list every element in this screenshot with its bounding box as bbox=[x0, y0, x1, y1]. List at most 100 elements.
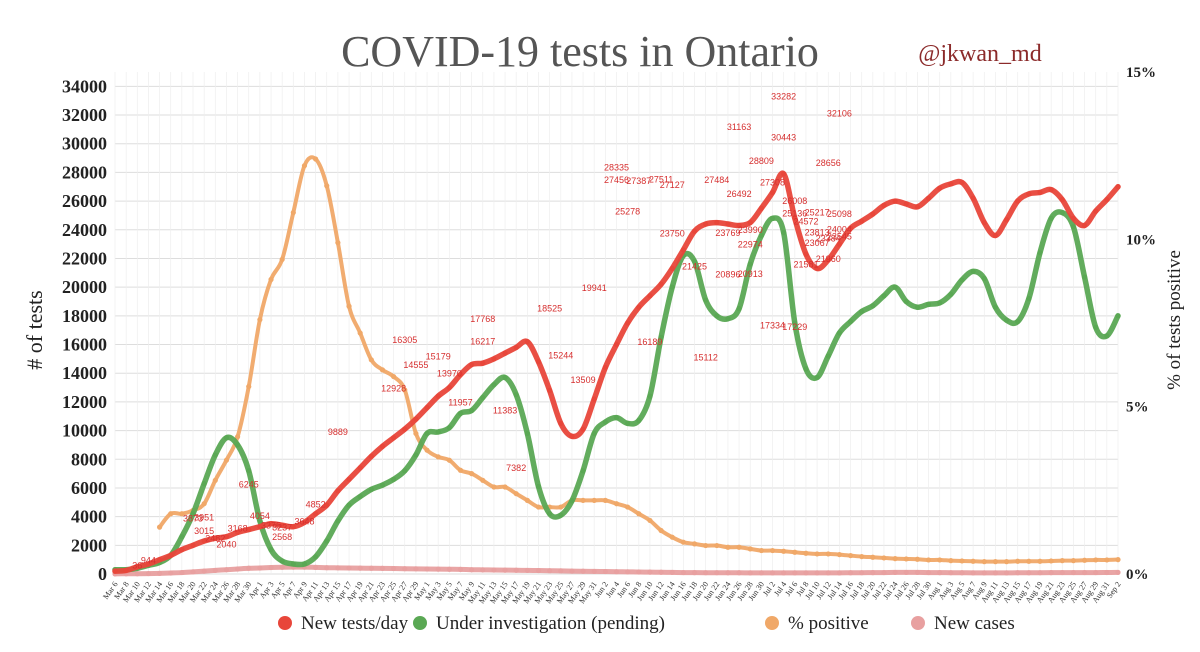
data-point bbox=[457, 566, 464, 573]
data-point bbox=[1048, 187, 1054, 193]
legend: New tests/day Under investigation (pendin… bbox=[278, 613, 1015, 634]
data-point bbox=[580, 426, 586, 432]
data-label: 24572 bbox=[793, 217, 818, 227]
data-label: 3648 bbox=[294, 517, 314, 527]
data-point bbox=[368, 565, 374, 571]
data-point bbox=[591, 396, 597, 402]
data-point bbox=[1015, 318, 1021, 325]
data-point bbox=[391, 435, 397, 441]
data-label: 11383 bbox=[493, 406, 517, 416]
data-point bbox=[636, 304, 642, 310]
data-point bbox=[602, 568, 608, 575]
y-tick-label: 20000 bbox=[62, 277, 107, 297]
data-point bbox=[1003, 570, 1010, 576]
data-point bbox=[324, 538, 330, 544]
data-point bbox=[246, 526, 252, 533]
data-point bbox=[714, 220, 720, 226]
data-point bbox=[469, 567, 475, 573]
data-point bbox=[803, 550, 809, 556]
data-point bbox=[1115, 569, 1121, 576]
data-point bbox=[346, 502, 352, 508]
data-point bbox=[903, 201, 909, 207]
data-point bbox=[1070, 215, 1077, 221]
data-point bbox=[402, 468, 408, 474]
data-point bbox=[792, 320, 798, 326]
data-label: 20896 bbox=[715, 269, 740, 279]
data-point bbox=[703, 542, 709, 549]
data-point bbox=[781, 570, 787, 576]
data-point bbox=[290, 524, 296, 530]
data-point bbox=[970, 195, 976, 201]
data-point bbox=[335, 565, 341, 571]
data-point bbox=[1093, 208, 1099, 214]
data-point bbox=[435, 566, 441, 572]
data-point bbox=[524, 339, 530, 345]
data-label: 3873 bbox=[183, 513, 203, 523]
data-point bbox=[301, 519, 308, 525]
data-point bbox=[257, 565, 263, 571]
data-point bbox=[847, 225, 854, 231]
data-point bbox=[625, 569, 631, 575]
gridlines bbox=[114, 72, 1119, 575]
legend-label: % positive bbox=[788, 613, 869, 634]
data-point bbox=[892, 284, 898, 290]
data-point bbox=[346, 303, 352, 309]
data-point bbox=[992, 232, 999, 239]
data-label: 27387 bbox=[626, 176, 651, 186]
y-tick-label: 10000 bbox=[62, 421, 107, 441]
data-point bbox=[1104, 557, 1110, 563]
data-point bbox=[881, 555, 887, 561]
data-point bbox=[625, 504, 631, 510]
data-point bbox=[212, 477, 218, 483]
data-point bbox=[613, 569, 620, 575]
data-label: 27484 bbox=[704, 175, 729, 185]
data-point bbox=[257, 317, 263, 323]
data-label: 3237 bbox=[272, 523, 292, 533]
data-point bbox=[547, 511, 553, 517]
data-point bbox=[435, 393, 441, 399]
data-point bbox=[391, 565, 397, 572]
data-point bbox=[379, 443, 386, 449]
data-point bbox=[335, 240, 341, 246]
data-point bbox=[903, 298, 909, 305]
data-point bbox=[1059, 569, 1065, 576]
data-point bbox=[1115, 184, 1121, 190]
data-point bbox=[535, 359, 542, 365]
data-point bbox=[892, 198, 898, 204]
data-point bbox=[424, 447, 430, 453]
data-label: 25217 bbox=[805, 207, 830, 217]
data-point bbox=[313, 564, 319, 571]
data-point bbox=[469, 471, 475, 477]
data-point bbox=[502, 484, 508, 490]
data-point bbox=[513, 567, 519, 573]
data-point bbox=[324, 502, 330, 508]
data-point bbox=[1003, 317, 1010, 323]
data-point bbox=[970, 570, 976, 576]
right-axis-label: % of tests positive bbox=[1164, 250, 1185, 390]
right-axis-ticks: 0% 5% 10% 15% bbox=[1126, 65, 1156, 583]
data-point bbox=[613, 341, 620, 348]
data-label: 3951 bbox=[194, 512, 214, 522]
legend-label: New tests/day bbox=[301, 613, 409, 634]
chart-title: COVID-19 tests in Ontario bbox=[341, 27, 819, 76]
data-point bbox=[847, 570, 854, 576]
data-label: 23990 bbox=[738, 225, 763, 235]
data-point bbox=[234, 442, 241, 448]
data-point bbox=[502, 350, 508, 356]
data-point bbox=[402, 426, 408, 432]
data-point bbox=[703, 221, 709, 227]
data-point bbox=[1015, 198, 1021, 204]
data-point bbox=[547, 568, 553, 574]
data-point bbox=[223, 534, 230, 540]
data-point bbox=[1081, 274, 1088, 280]
data-point bbox=[324, 565, 330, 571]
data-label: 14555 bbox=[403, 360, 428, 370]
data-point bbox=[680, 247, 686, 253]
data-point bbox=[669, 265, 675, 272]
data-point bbox=[847, 552, 854, 559]
data-point bbox=[881, 569, 887, 576]
data-point bbox=[769, 189, 776, 196]
data-point bbox=[234, 529, 241, 536]
data-point bbox=[1026, 570, 1032, 576]
